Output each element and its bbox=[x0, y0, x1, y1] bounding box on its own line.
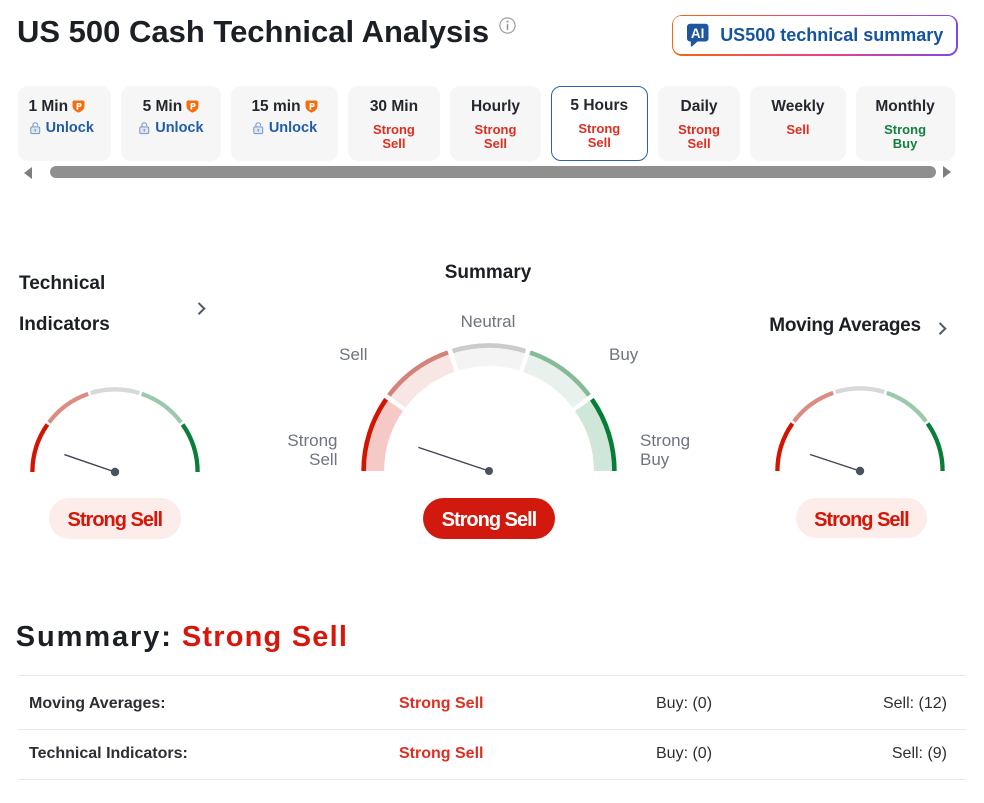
svg-text:AI: AI bbox=[691, 26, 705, 41]
